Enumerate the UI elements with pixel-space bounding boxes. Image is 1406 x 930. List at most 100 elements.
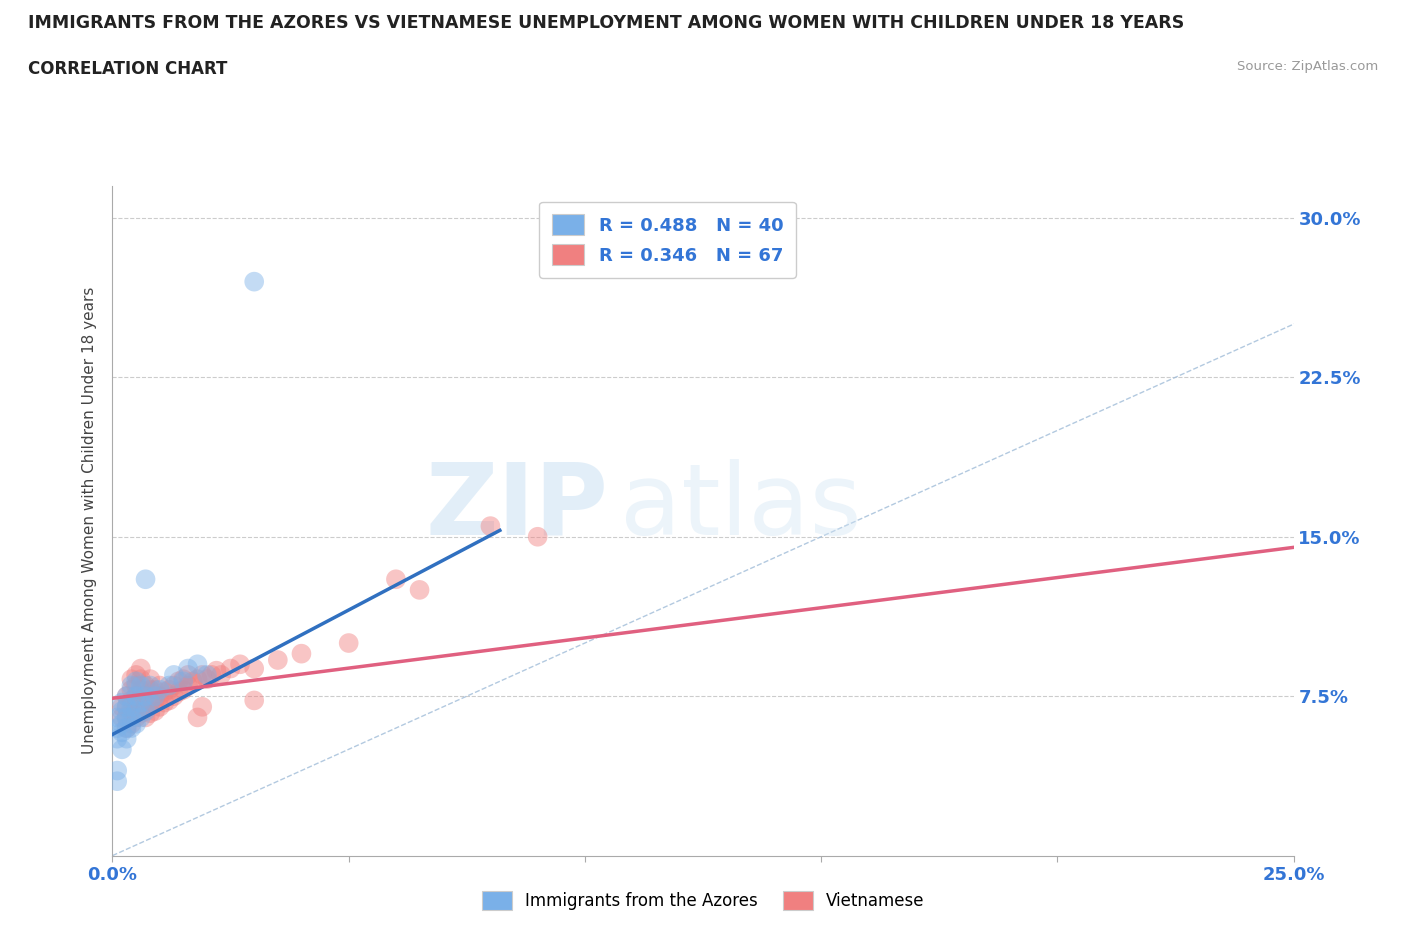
Point	[205, 663, 228, 678]
Point	[177, 661, 200, 676]
Point	[143, 704, 166, 719]
Point	[157, 683, 180, 698]
Text: ZIP: ZIP	[426, 458, 609, 556]
Point	[115, 689, 138, 704]
Point	[195, 671, 218, 686]
Point	[267, 653, 290, 668]
Point	[153, 695, 176, 710]
Point	[139, 706, 162, 721]
Text: IMMIGRANTS FROM THE AZORES VS VIETNAMESE UNEMPLOYMENT AMONG WOMEN WITH CHILDREN : IMMIGRANTS FROM THE AZORES VS VIETNAMESE…	[28, 14, 1184, 32]
Point	[186, 671, 208, 686]
Legend: Immigrants from the Azores, Vietnamese: Immigrants from the Azores, Vietnamese	[475, 884, 931, 917]
Point	[115, 689, 138, 704]
Point	[120, 683, 142, 698]
Point	[120, 678, 142, 693]
Point	[153, 684, 176, 699]
Point	[139, 671, 162, 686]
Point	[105, 764, 128, 778]
Point	[120, 693, 142, 708]
Point	[129, 661, 152, 676]
Point	[209, 668, 232, 683]
Point	[125, 668, 148, 683]
Point	[125, 699, 148, 714]
Point	[105, 721, 128, 736]
Point	[120, 671, 142, 686]
Legend: R = 0.488   N = 40, R = 0.346   N = 67: R = 0.488 N = 40, R = 0.346 N = 67	[538, 202, 796, 278]
Point	[177, 668, 200, 683]
Point	[105, 731, 128, 746]
Point	[111, 716, 134, 731]
Point	[181, 674, 204, 689]
Point	[115, 699, 138, 714]
Point	[135, 678, 157, 693]
Point	[115, 710, 138, 724]
Point	[186, 657, 208, 671]
Point	[157, 693, 180, 708]
Point	[219, 661, 242, 676]
Point	[143, 693, 166, 708]
Point	[135, 704, 157, 719]
Point	[135, 710, 157, 724]
Point	[163, 668, 186, 683]
Point	[135, 689, 157, 704]
Point	[125, 716, 148, 731]
Point	[139, 683, 162, 698]
Y-axis label: Unemployment Among Women with Children Under 18 years: Unemployment Among Women with Children U…	[82, 287, 97, 754]
Point	[125, 689, 148, 704]
Point	[115, 710, 138, 724]
Point	[243, 661, 266, 676]
Point	[157, 678, 180, 693]
Point	[129, 678, 152, 693]
Point	[111, 695, 134, 710]
Point	[143, 683, 166, 698]
Point	[120, 704, 142, 719]
Text: Source: ZipAtlas.com: Source: ZipAtlas.com	[1237, 60, 1378, 73]
Point	[125, 674, 148, 689]
Point	[125, 678, 148, 693]
Point	[111, 704, 134, 719]
Point	[186, 710, 208, 724]
Point	[163, 678, 186, 693]
Point	[149, 678, 172, 693]
Point	[129, 706, 152, 721]
Point	[129, 695, 152, 710]
Point	[129, 710, 152, 724]
Point	[243, 274, 266, 289]
Point	[337, 635, 360, 650]
Point	[120, 716, 142, 731]
Point	[115, 699, 138, 714]
Point	[408, 582, 430, 597]
Point	[149, 699, 172, 714]
Text: atlas: atlas	[620, 458, 862, 556]
Point	[111, 710, 134, 724]
Point	[115, 721, 138, 736]
Point	[120, 710, 142, 724]
Point	[129, 695, 152, 710]
Point	[111, 699, 134, 714]
Point	[135, 699, 157, 714]
Point	[135, 572, 157, 587]
Point	[172, 683, 194, 698]
Point	[129, 671, 152, 686]
Point	[139, 678, 162, 693]
Point	[125, 710, 148, 724]
Point	[172, 671, 194, 686]
Point	[290, 646, 312, 661]
Point	[120, 699, 142, 714]
Point	[105, 774, 128, 789]
Point	[172, 674, 194, 689]
Point	[385, 572, 408, 587]
Point	[167, 674, 190, 689]
Point	[111, 724, 134, 739]
Point	[149, 689, 172, 704]
Point	[120, 721, 142, 736]
Point	[139, 695, 162, 710]
Point	[191, 668, 214, 683]
Point	[243, 693, 266, 708]
Point	[526, 529, 548, 544]
Point	[135, 689, 157, 704]
Point	[111, 742, 134, 757]
Point	[201, 668, 224, 683]
Text: CORRELATION CHART: CORRELATION CHART	[28, 60, 228, 78]
Point	[139, 695, 162, 710]
